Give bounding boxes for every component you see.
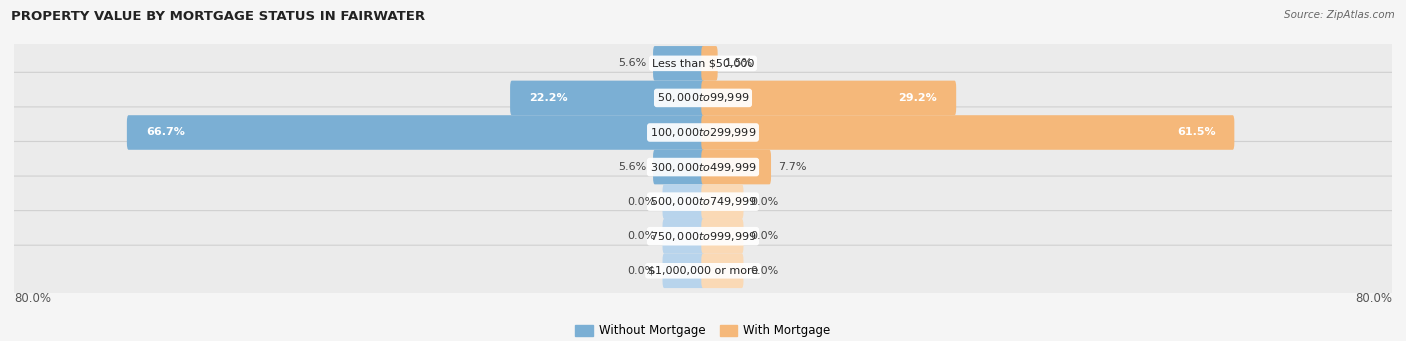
- FancyBboxPatch shape: [652, 46, 704, 80]
- Text: 0.0%: 0.0%: [627, 197, 655, 207]
- Text: 1.5%: 1.5%: [724, 58, 752, 68]
- FancyBboxPatch shape: [702, 46, 717, 80]
- FancyBboxPatch shape: [702, 150, 770, 184]
- Text: $50,000 to $99,999: $50,000 to $99,999: [657, 91, 749, 104]
- FancyBboxPatch shape: [702, 219, 744, 253]
- Text: 0.0%: 0.0%: [627, 231, 655, 241]
- Text: PROPERTY VALUE BY MORTGAGE STATUS IN FAIRWATER: PROPERTY VALUE BY MORTGAGE STATUS IN FAI…: [11, 10, 426, 23]
- Text: 22.2%: 22.2%: [529, 93, 568, 103]
- FancyBboxPatch shape: [702, 115, 1234, 150]
- FancyBboxPatch shape: [510, 80, 704, 115]
- FancyBboxPatch shape: [702, 184, 744, 219]
- FancyBboxPatch shape: [11, 107, 1395, 158]
- Text: $500,000 to $749,999: $500,000 to $749,999: [650, 195, 756, 208]
- FancyBboxPatch shape: [11, 72, 1395, 123]
- Text: 61.5%: 61.5%: [1177, 128, 1215, 137]
- FancyBboxPatch shape: [11, 176, 1395, 227]
- FancyBboxPatch shape: [662, 219, 704, 253]
- FancyBboxPatch shape: [662, 184, 704, 219]
- FancyBboxPatch shape: [11, 142, 1395, 193]
- Text: 5.6%: 5.6%: [617, 58, 647, 68]
- Text: $750,000 to $999,999: $750,000 to $999,999: [650, 230, 756, 243]
- Text: 29.2%: 29.2%: [898, 93, 938, 103]
- FancyBboxPatch shape: [127, 115, 704, 150]
- Text: 7.7%: 7.7%: [778, 162, 807, 172]
- FancyBboxPatch shape: [11, 38, 1395, 89]
- Text: Source: ZipAtlas.com: Source: ZipAtlas.com: [1284, 10, 1395, 20]
- Text: 80.0%: 80.0%: [1355, 292, 1392, 305]
- Text: 0.0%: 0.0%: [627, 266, 655, 276]
- Text: 5.6%: 5.6%: [617, 162, 647, 172]
- Legend: Without Mortgage, With Mortgage: Without Mortgage, With Mortgage: [571, 320, 835, 341]
- Text: 80.0%: 80.0%: [14, 292, 51, 305]
- Text: 0.0%: 0.0%: [751, 266, 779, 276]
- FancyBboxPatch shape: [702, 253, 744, 288]
- Text: $300,000 to $499,999: $300,000 to $499,999: [650, 161, 756, 174]
- FancyBboxPatch shape: [662, 253, 704, 288]
- FancyBboxPatch shape: [702, 80, 956, 115]
- Text: Less than $50,000: Less than $50,000: [652, 58, 754, 68]
- Text: $1,000,000 or more: $1,000,000 or more: [648, 266, 758, 276]
- Text: 0.0%: 0.0%: [751, 197, 779, 207]
- Text: 66.7%: 66.7%: [146, 128, 184, 137]
- FancyBboxPatch shape: [11, 211, 1395, 262]
- Text: $100,000 to $299,999: $100,000 to $299,999: [650, 126, 756, 139]
- FancyBboxPatch shape: [652, 150, 704, 184]
- Text: 0.0%: 0.0%: [751, 231, 779, 241]
- FancyBboxPatch shape: [11, 245, 1395, 296]
